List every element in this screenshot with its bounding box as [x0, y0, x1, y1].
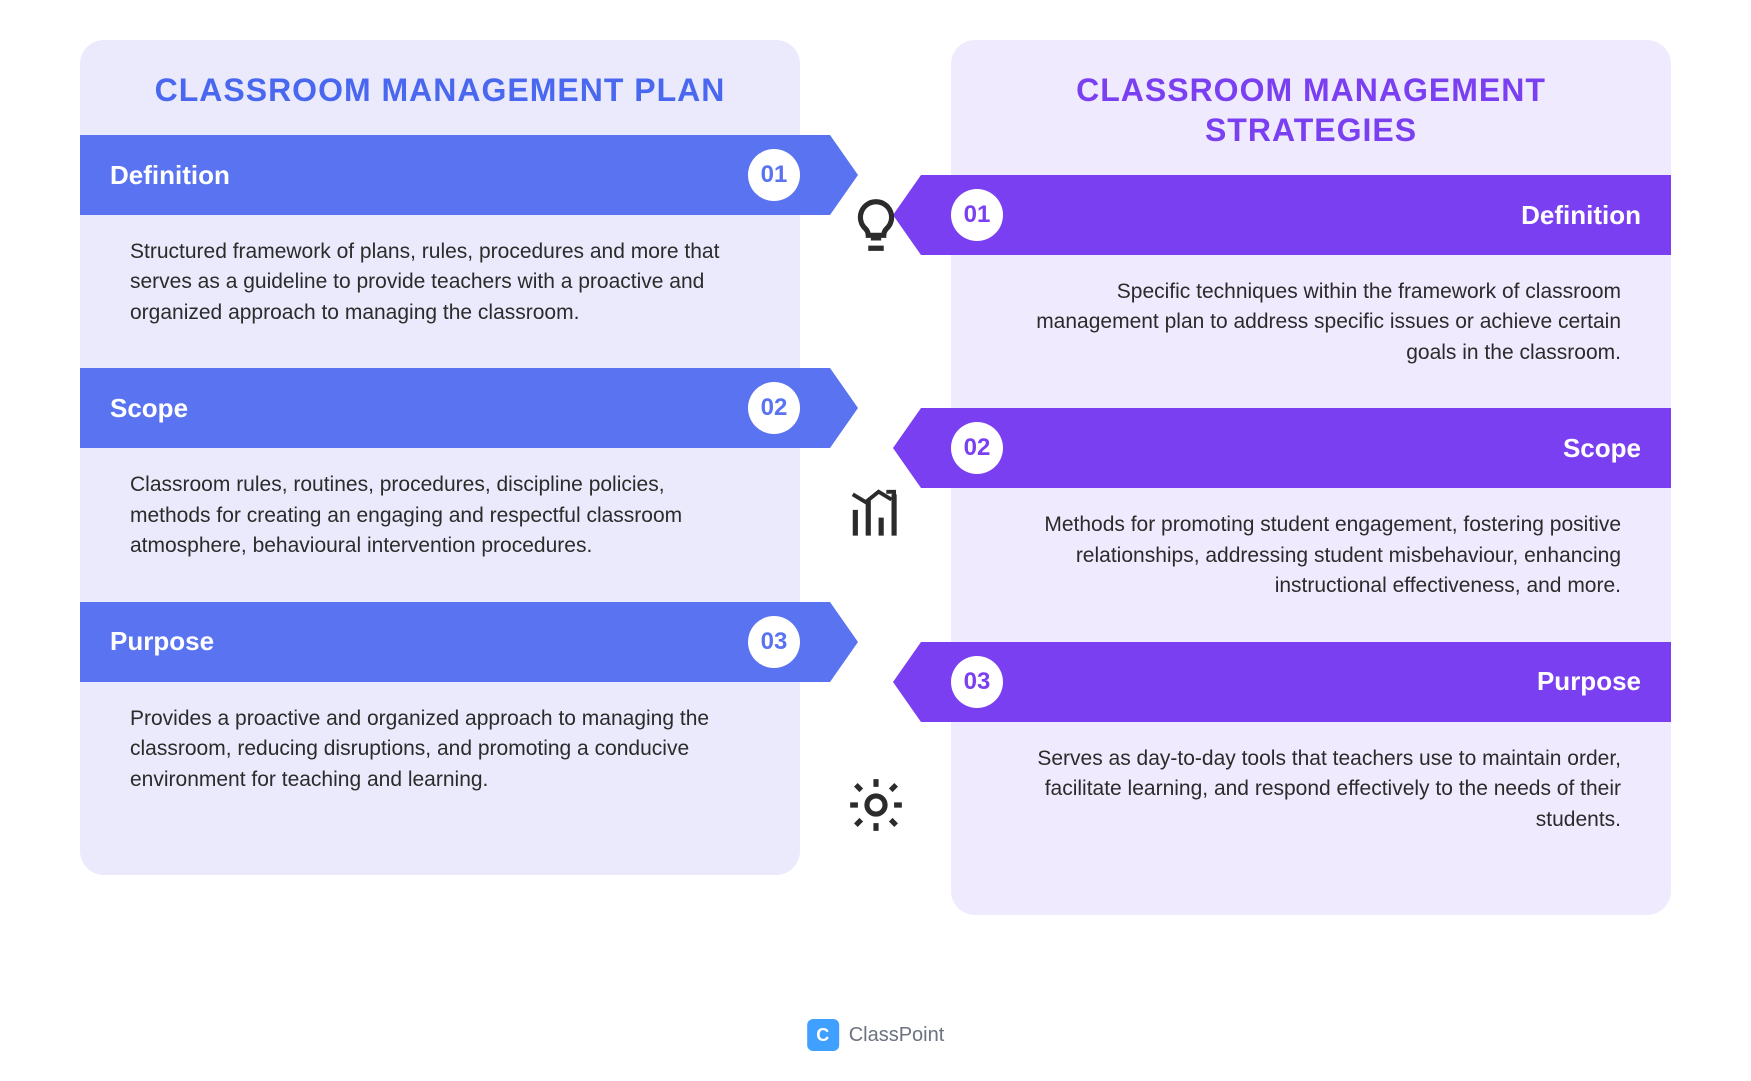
left-label-1: Definition [110, 160, 230, 191]
left-badge-1: 01 [748, 149, 800, 201]
chart-growth-icon [841, 480, 911, 550]
brand-logo-icon: C [807, 1019, 839, 1051]
right-body-2: Methods for promoting student engagement… [951, 488, 1671, 631]
right-badge-3: 03 [951, 656, 1003, 708]
lightbulb-icon [841, 190, 911, 260]
right-label-3: Purpose [1537, 666, 1641, 697]
left-label-2: Scope [110, 393, 188, 424]
left-title: CLASSROOM MANAGEMENT PLAN [80, 70, 800, 110]
right-column: CLASSROOM MANAGEMENT STRATEGIES 01 Defin… [951, 40, 1671, 915]
right-item-3: 03 Purpose Serves as day-to-day tools th… [951, 642, 1671, 865]
right-body-3: Serves as day-to-day tools that teachers… [951, 722, 1671, 865]
right-banner-2: 02 Scope [921, 408, 1671, 488]
brand-name: ClassPoint [849, 1024, 945, 1047]
comparison-container: CLASSROOM MANAGEMENT PLAN Definition 01 … [80, 40, 1671, 915]
right-label-1: Definition [1521, 200, 1641, 231]
right-item-2: 02 Scope Methods for promoting student e… [951, 408, 1671, 631]
right-banner-1: 01 Definition [921, 175, 1671, 255]
left-body-2: Classroom rules, routines, procedures, d… [80, 448, 800, 591]
left-item-1: Definition 01 Structured framework of pl… [80, 135, 800, 358]
left-banner-3: Purpose 03 [80, 602, 830, 682]
right-item-1: 01 Definition Specific techniques within… [951, 175, 1671, 398]
right-badge-2: 02 [951, 422, 1003, 474]
right-label-2: Scope [1563, 433, 1641, 464]
left-banner-1: Definition 01 [80, 135, 830, 215]
left-body-3: Provides a proactive and organized appro… [80, 682, 800, 825]
right-body-1: Specific techniques within the framework… [951, 255, 1671, 398]
left-label-3: Purpose [110, 626, 214, 657]
left-item-2: Scope 02 Classroom rules, routines, proc… [80, 368, 800, 591]
right-banner-3: 03 Purpose [921, 642, 1671, 722]
left-body-1: Structured framework of plans, rules, pr… [80, 215, 800, 358]
right-title: CLASSROOM MANAGEMENT STRATEGIES [951, 70, 1671, 150]
left-badge-2: 02 [748, 382, 800, 434]
left-badge-3: 03 [748, 616, 800, 668]
left-item-3: Purpose 03 Provides a proactive and orga… [80, 602, 800, 825]
brand-footer: C ClassPoint [807, 1019, 945, 1051]
left-column: CLASSROOM MANAGEMENT PLAN Definition 01 … [80, 40, 800, 875]
gear-icon [841, 770, 911, 840]
center-icons-column [841, 190, 911, 1060]
right-badge-1: 01 [951, 189, 1003, 241]
left-banner-2: Scope 02 [80, 368, 830, 448]
